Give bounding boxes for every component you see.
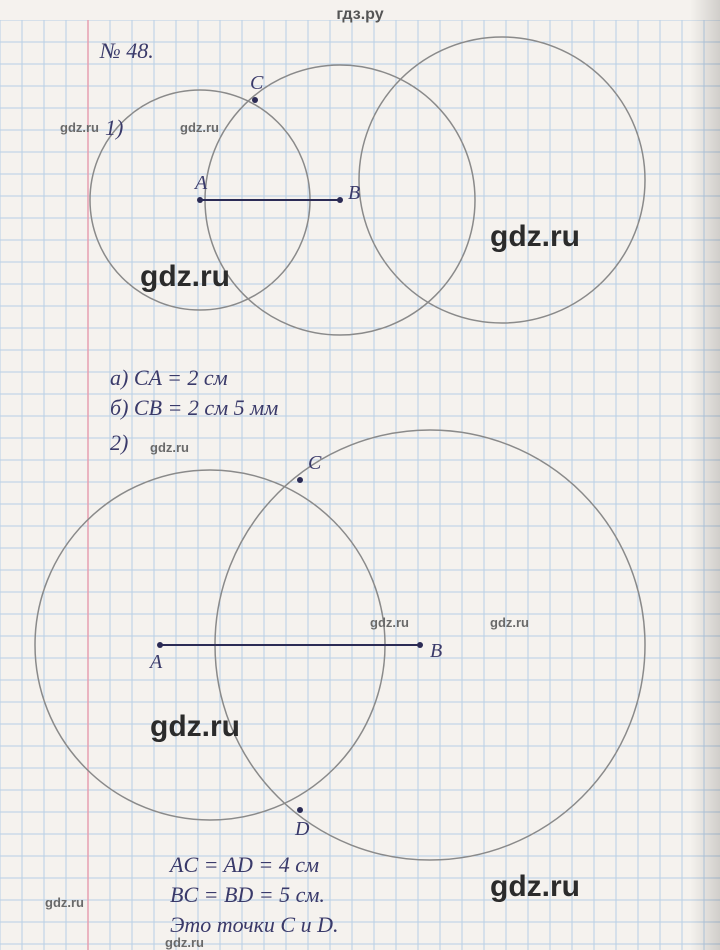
watermark: gdz.ru [490, 220, 580, 254]
watermark: gdz.ru [370, 615, 409, 630]
part2-label: 2) [110, 430, 128, 456]
answer-2-line1: AC = AD = 4 см [170, 852, 319, 878]
problem-number: № 48. [100, 38, 154, 64]
diagram-2 [0, 0, 720, 950]
watermark: gdz.ru [150, 710, 240, 744]
point-label-c2: C [308, 452, 321, 475]
page-header: гдз.ру [0, 0, 720, 30]
answer-1a: а) CA = 2 см [110, 365, 228, 391]
page-shadow [690, 0, 720, 950]
watermark: gdz.ru [150, 440, 189, 455]
watermark: gdz.ru [490, 615, 529, 630]
watermark: gdz.ru [140, 260, 230, 294]
watermark: gdz.ru [180, 120, 219, 135]
point-label-a2: A [150, 651, 162, 674]
point-label-b1: B [348, 182, 360, 205]
point-label-d2: D [295, 818, 309, 841]
point-label-c1: C [250, 72, 263, 95]
watermark: gdz.ru [165, 935, 204, 950]
answer-2-line2: BC = BD = 5 см. [170, 882, 325, 908]
watermark: gdz.ru [490, 870, 580, 904]
watermark: gdz.ru [45, 895, 84, 910]
answer-1b: б) CB = 2 см 5 мм [110, 395, 278, 421]
point-label-a1: A [195, 172, 207, 195]
point-label-b2: B [430, 640, 442, 663]
part1-label: 1) [105, 115, 123, 141]
watermark: gdz.ru [60, 120, 99, 135]
